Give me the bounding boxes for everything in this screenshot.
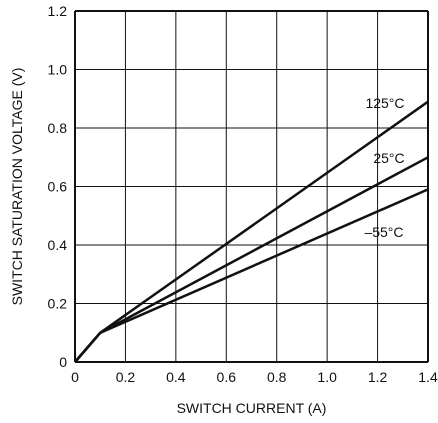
y-axis-title: SWITCH SATURATION VOLTAGE (V) — [9, 68, 25, 306]
grid — [74, 10, 429, 363]
series-line — [74, 156, 429, 363]
x-tick-label: 0.8 — [267, 369, 287, 385]
y-tick-label: 1.0 — [48, 62, 68, 78]
x-tick-label: 0 — [71, 369, 79, 385]
y-tick-label: 0.8 — [48, 120, 68, 136]
series-lines — [74, 100, 429, 363]
series-labels: 125°C 25°C –55°C — [364, 95, 404, 240]
series-label: 125°C — [365, 95, 404, 111]
x-axis-title: SWITCH CURRENT (A) — [177, 400, 327, 416]
x-tick-label: 0.6 — [217, 369, 237, 385]
y-tick-label: 0.4 — [48, 237, 68, 253]
y-tick-label: 0 — [59, 354, 67, 370]
tick-labels: 0 0.2 0.4 0.6 0.8 1.0 1.2 1.4 0 0.2 0.4 0.6 0.8 1.0 1.… — [48, 3, 438, 385]
y-tick-label: 0.6 — [48, 179, 68, 195]
x-tick-label: 1.4 — [418, 369, 438, 385]
x-tick-label: 0.4 — [166, 369, 186, 385]
series-line — [74, 188, 429, 363]
series-label: –55°C — [364, 224, 403, 240]
x-tick-label: 1.2 — [368, 369, 388, 385]
y-tick-label: 1.2 — [48, 3, 68, 19]
series-label: 25°C — [373, 150, 404, 166]
x-tick-label: 1.0 — [317, 369, 337, 385]
x-tick-label: 0.2 — [116, 369, 136, 385]
y-tick-label: 0.2 — [48, 296, 68, 312]
